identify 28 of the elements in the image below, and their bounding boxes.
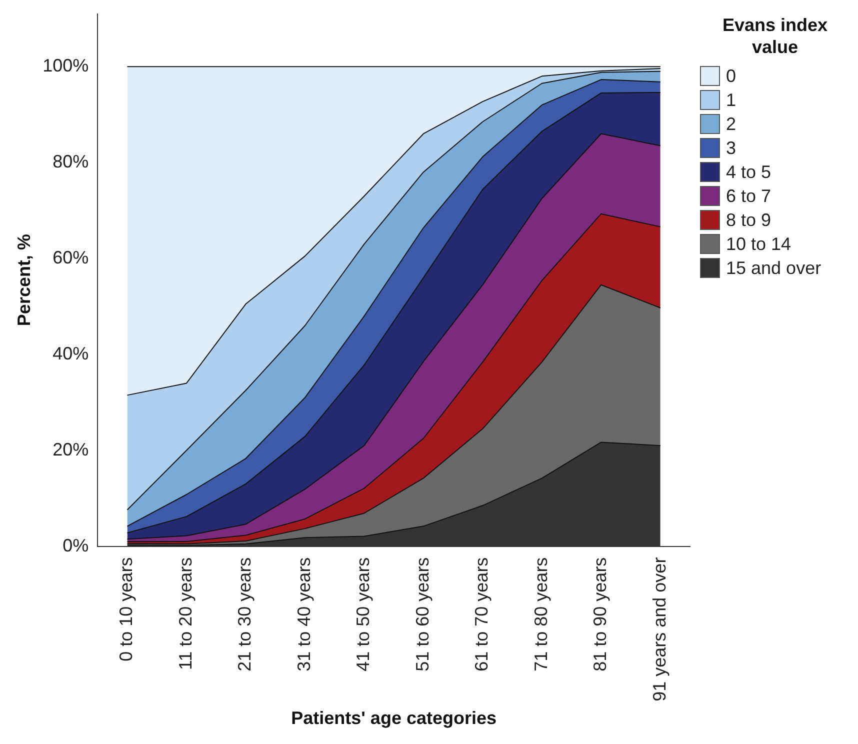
legend-label: 8 to 9 xyxy=(726,210,772,230)
legend-label: 6 to 7 xyxy=(726,186,772,206)
x-tick-label: 71 to 80 years xyxy=(530,557,551,672)
legend-label: 2 xyxy=(726,114,736,134)
text: 0 xyxy=(726,66,736,86)
x-tick-label: 0 to 10 years xyxy=(116,557,136,662)
legend-label: 10 to 14 xyxy=(726,234,792,254)
y-tick-label: 20% xyxy=(52,439,89,460)
x-tick-label: 41 to 50 years xyxy=(353,557,374,672)
legend-label: 4 to 5 xyxy=(726,162,772,182)
y-tick-label: 0% xyxy=(62,535,89,556)
legend-label: 1 xyxy=(726,90,736,110)
x-tick-label: 61 to 70 years xyxy=(472,557,492,672)
x-tick-label: 51 to 60 years xyxy=(412,557,432,672)
y-tick-label: 40% xyxy=(52,343,89,364)
x-tick-label: 31 to 40 years xyxy=(294,557,314,672)
legend-label: 15 and over xyxy=(726,258,822,278)
y-tick-label: 60% xyxy=(52,247,89,268)
y-axis-title: Percent, % xyxy=(14,234,34,326)
legend-title: Evans index value xyxy=(721,14,829,58)
y-tick-label: 100% xyxy=(42,56,89,76)
x-tick-label: 21 to 30 years xyxy=(234,557,255,672)
x-tick-label: 11 to 20 years xyxy=(175,557,196,670)
x-tick-label: 81 to 90 years xyxy=(590,557,610,672)
y-tick-label: 80% xyxy=(52,151,89,172)
x-axis-title: Patients' age categories xyxy=(291,708,497,728)
x-tick-label: 91 years and over xyxy=(649,557,670,702)
legend-label: 3 xyxy=(726,138,736,158)
